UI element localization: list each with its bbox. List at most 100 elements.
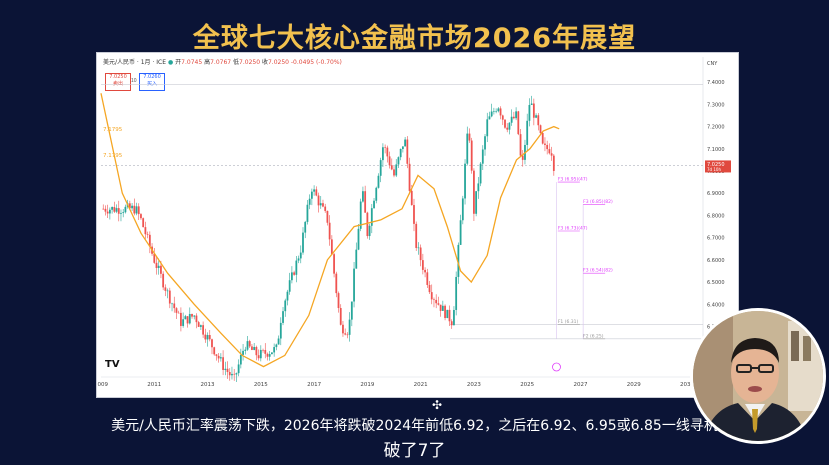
candle-body <box>195 315 198 323</box>
fib-level-label: F3 (6.54)(82) <box>583 268 613 274</box>
candle-body <box>446 309 449 319</box>
candle-body <box>239 354 242 365</box>
candle-body <box>532 103 535 118</box>
candle-body <box>148 234 151 247</box>
candle-body <box>275 344 278 348</box>
candle-body <box>473 170 475 214</box>
candle-body <box>393 169 395 176</box>
candle-body <box>466 133 469 164</box>
y-tick-label: 7.4000 <box>707 80 725 86</box>
candle-body <box>366 212 369 237</box>
candle-body <box>459 220 462 245</box>
candle-body <box>357 228 360 250</box>
candle-body <box>319 203 322 206</box>
candle-body <box>384 147 387 148</box>
candle-body <box>424 269 426 273</box>
candle-body <box>215 354 218 356</box>
buy-button[interactable]: 7.0260 买入 <box>139 73 165 91</box>
sell-label: 卖出 <box>112 81 123 87</box>
candle-body <box>330 239 333 255</box>
x-tick-label: 2029 <box>627 382 641 388</box>
candle-body <box>186 316 189 324</box>
candle-body <box>164 287 167 291</box>
candles-group <box>102 95 555 383</box>
candle-body <box>552 155 555 171</box>
candle-body <box>162 273 165 288</box>
ma-value-label: 7.1795 <box>103 127 123 133</box>
candle-body <box>492 111 495 112</box>
candle-body <box>377 175 380 188</box>
candle-body <box>324 206 327 211</box>
candle-body <box>135 206 138 214</box>
candle-body <box>333 254 335 274</box>
spread-value: 10 <box>131 78 137 84</box>
candle-body <box>286 291 289 301</box>
candle-body <box>213 347 216 355</box>
buy-label: 买入 <box>146 81 157 87</box>
candle-body <box>448 309 451 322</box>
candle-body <box>191 313 193 317</box>
candle-body <box>117 208 120 214</box>
candle-body <box>495 111 498 112</box>
candle-body <box>470 140 473 171</box>
candle-body <box>441 305 444 311</box>
candle-body <box>199 325 202 327</box>
candle-body <box>142 218 145 228</box>
candle-body <box>122 212 125 213</box>
close-label: 收 <box>261 59 268 66</box>
candle-body <box>108 209 111 214</box>
replay-icon <box>552 362 561 372</box>
x-tick-label: 2011 <box>147 382 161 388</box>
candle-body <box>131 205 133 209</box>
candle-body <box>382 147 384 161</box>
candle-body <box>453 309 455 326</box>
chart-panel[interactable]: 美元/人民币 · 1月 · ICE ● 开7.0745 高7.0767 低7.0… <box>96 52 739 398</box>
candle-body <box>208 335 211 340</box>
price-chart[interactable]: 7.40007.30007.20007.10007.00006.90006.80… <box>97 53 738 397</box>
high-label: 高 <box>204 59 211 66</box>
y-axis-unit: CNY <box>707 61 718 67</box>
candle-body <box>317 195 320 206</box>
candle-body <box>399 148 402 158</box>
presenter-webcam <box>690 308 826 444</box>
candle-body <box>235 373 238 375</box>
candle-body <box>168 290 171 304</box>
candle-body <box>373 200 375 209</box>
y-tick-label: 7.3000 <box>707 102 725 108</box>
sell-price: 7.0250 <box>109 74 127 80</box>
fib-level-label: F2 (6.25) <box>583 333 604 339</box>
candle-body <box>273 347 276 353</box>
ma-value-label: 7.1795 <box>103 153 123 159</box>
candle-body <box>481 149 484 164</box>
candle-body <box>490 111 493 117</box>
candle-body <box>379 160 382 176</box>
y-tick-label: 7.1000 <box>707 147 725 153</box>
candle-body <box>184 316 187 320</box>
candle-body <box>546 144 549 150</box>
candle-body <box>497 108 500 112</box>
current-price-label: 7.0250 <box>707 162 725 168</box>
candle-body <box>124 206 127 213</box>
low-value: 7.0250 <box>239 59 261 66</box>
candle-body <box>246 341 249 350</box>
candle-body <box>370 208 373 226</box>
candle-body <box>350 301 353 320</box>
candle-body <box>211 339 213 348</box>
candle-body <box>501 115 504 120</box>
candle-body <box>479 163 482 184</box>
candle-body <box>290 272 293 281</box>
high-value: 7.0767 <box>210 59 232 66</box>
candle-body <box>504 119 506 128</box>
candle-body <box>284 300 287 312</box>
x-tick-label: 2021 <box>414 382 428 388</box>
candle-body <box>279 322 282 339</box>
sell-button[interactable]: 7.0250 卖出 <box>105 73 131 91</box>
candle-body <box>304 221 307 233</box>
candle-body <box>315 189 318 196</box>
candle-body <box>413 205 415 224</box>
x-tick-label: 2031 <box>680 382 694 388</box>
fib-level-label: F1 (6.31) <box>558 319 579 325</box>
candle-body <box>259 349 262 359</box>
candle-body <box>326 210 329 223</box>
candle-body <box>293 272 296 275</box>
